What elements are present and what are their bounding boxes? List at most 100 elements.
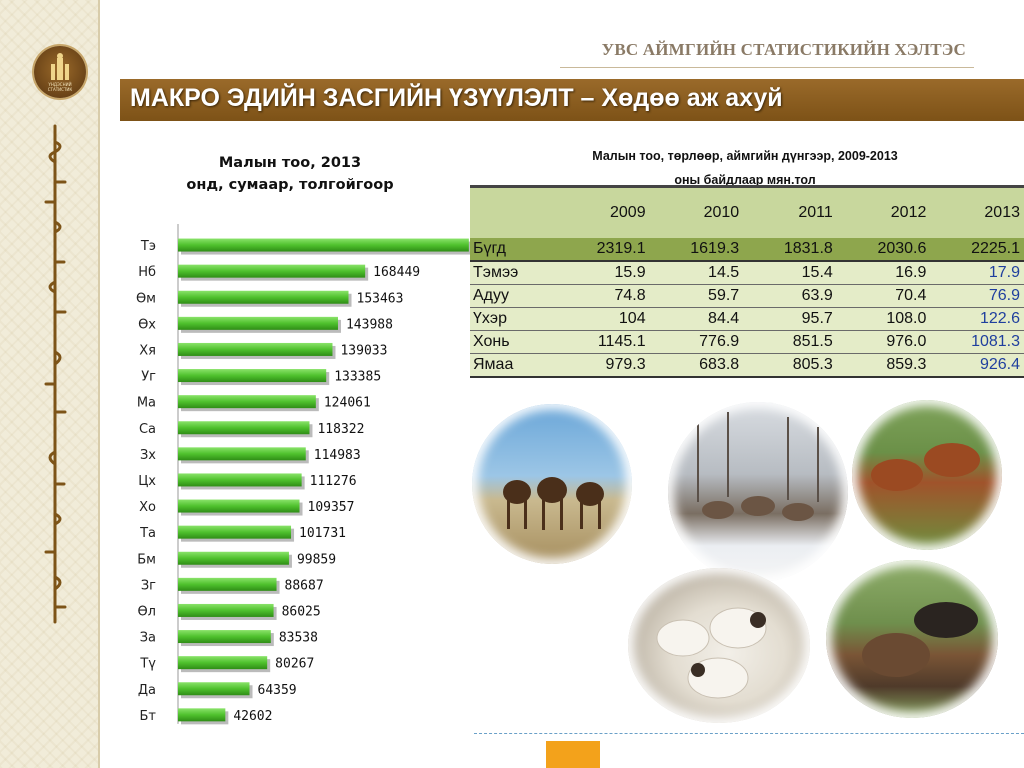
table-row: Адуу 74.8 59.7 63.9 70.4 76.9 <box>470 284 1024 308</box>
row-label: Ямаа <box>470 353 556 378</box>
table-cell: 805.3 <box>743 353 837 378</box>
table-cell: 851.5 <box>743 330 837 354</box>
bar-Тэ <box>178 238 469 252</box>
category-label: Уг <box>141 370 156 385</box>
table-cell: 15.9 <box>556 261 650 285</box>
table-cell: 16.9 <box>836 261 931 285</box>
bar-Бм <box>178 551 289 565</box>
table-cell: 63.9 <box>743 284 837 308</box>
value-label: 86025 <box>282 604 321 619</box>
table-cell: 74.8 <box>556 284 650 308</box>
table-cell: 76.9 <box>930 284 1024 308</box>
national-statistics-emblem-icon: ҮНДЭСНИЙ СТАТИСТИК <box>34 46 86 98</box>
row-label: Адуу <box>470 284 556 308</box>
table-cell: 84.4 <box>649 307 744 331</box>
header-corner <box>470 185 556 238</box>
table-cell: 95.7 <box>743 307 837 331</box>
goats-illustration <box>862 602 978 677</box>
table-cell: 122.6 <box>930 307 1024 331</box>
category-label: Хо <box>139 500 156 515</box>
svg-text:ҮНДЭСНИЙ: ҮНДЭСНИЙ <box>47 82 71 87</box>
table-cell: 2225.1 <box>930 238 1024 262</box>
value-label: 114983 <box>314 448 361 463</box>
bar-Зх <box>178 447 306 461</box>
category-label: Са <box>139 422 156 437</box>
table-row: Ямаа 979.3 683.8 805.3 859.3 926.4 <box>470 353 1024 378</box>
bar-Хо <box>178 499 300 513</box>
chart-title-line-1: Малын тоо, 2013 <box>218 155 362 171</box>
value-label: 139033 <box>340 343 387 358</box>
value-label: 133385 <box>334 370 381 385</box>
table-cell: 104 <box>556 307 650 331</box>
table-row: Тэмээ 15.9 14.5 15.4 16.9 17.9 <box>470 261 1024 285</box>
bar-Са <box>178 421 310 435</box>
livestock-table: 2009 2010 2011 2012 2013 Бүгд 2319.1 161… <box>470 185 1024 378</box>
row-label: Бүгд <box>470 238 556 262</box>
category-label: Өм <box>136 291 156 306</box>
year-header: 2010 <box>649 185 744 238</box>
category-label: Да <box>138 683 156 698</box>
category-label: Тү <box>139 657 156 672</box>
footer-divider <box>474 733 1024 734</box>
row-label: Үхэр <box>470 307 556 331</box>
year-header: 2013 <box>930 185 1024 238</box>
category-label: Зг <box>141 578 156 593</box>
emblem-graphic: ҮНДЭСНИЙ СТАТИСТИК <box>47 53 72 92</box>
value-label: 109357 <box>308 500 355 515</box>
value-label: 99859 <box>297 552 336 567</box>
table-cell: 683.8 <box>649 353 744 378</box>
row-label: Хонь <box>470 330 556 354</box>
table-cell: 1081.3 <box>930 330 1024 354</box>
table-header-row: 2009 2010 2011 2012 2013 <box>470 185 1024 238</box>
category-label: Өх <box>138 317 156 332</box>
value-label: 143988 <box>346 317 393 332</box>
category-label: Цх <box>138 474 156 489</box>
table-cell: 976.0 <box>836 330 931 354</box>
bar-Өх <box>178 316 338 330</box>
table-cell: 14.5 <box>649 261 744 285</box>
goats-photo <box>826 560 998 718</box>
category-label: Зх <box>140 448 156 463</box>
value-label: 153463 <box>357 291 404 306</box>
category-label: Хя <box>139 343 156 358</box>
value-label: 42602 <box>233 709 272 724</box>
header-divider <box>560 67 974 68</box>
bar-Цх <box>178 473 302 487</box>
category-label: Бт <box>140 709 157 724</box>
horses-photo <box>668 402 848 582</box>
bar-Да <box>178 682 250 696</box>
table-cell: 59.7 <box>649 284 744 308</box>
bar-Зг <box>178 577 277 591</box>
table-cell: 108.0 <box>836 307 931 331</box>
bar-Бт <box>178 708 226 722</box>
value-label: 168449 <box>373 265 420 280</box>
table-cell: 1145.1 <box>556 330 650 354</box>
bar-За <box>178 630 271 644</box>
category-label: Ма <box>137 396 156 411</box>
row-label: Тэмээ <box>470 261 556 285</box>
organization-header: УВС АЙМГИЙН СТАТИСТИКИЙН ХЭЛТЭС <box>601 40 966 59</box>
value-label: 88687 <box>285 578 324 593</box>
mongolian-script-decoration <box>44 124 67 624</box>
bar-Өм <box>178 290 349 304</box>
table-row: Үхэр 104 84.4 95.7 108.0 122.6 <box>470 307 1024 331</box>
value-label: 118322 <box>317 422 364 437</box>
left-decorative-strip: ҮНДЭСНИЙ СТАТИСТИК <box>0 0 100 768</box>
value-label: 80267 <box>275 657 314 672</box>
bar-Өл <box>178 603 274 617</box>
table-row: Хонь 1145.1 776.9 851.5 976.0 1081.3 <box>470 330 1024 354</box>
page-title: МАКРО ЭДИЙН ЗАСГИЙН ҮЗҮҮЛЭЛТ – Хөдөө аж … <box>130 84 783 112</box>
category-label: За <box>140 631 156 646</box>
category-label: Та <box>139 526 156 541</box>
table-title-line-1: Малын тоо, төрлөөр, аймгийн дүнгээр, 200… <box>592 149 898 163</box>
category-label: Нб <box>138 265 156 280</box>
table-cell: 859.3 <box>836 353 931 378</box>
chart-title-line-2: онд, сумаар, толгойгоор <box>186 177 394 193</box>
sheep-category-icon <box>546 741 600 768</box>
table-cell: 70.4 <box>836 284 931 308</box>
bar-Ма <box>178 395 316 409</box>
horses-illustration <box>697 412 819 521</box>
table-cell: 776.9 <box>649 330 744 354</box>
value-label: 124061 <box>324 396 371 411</box>
strip-edge <box>98 0 100 768</box>
